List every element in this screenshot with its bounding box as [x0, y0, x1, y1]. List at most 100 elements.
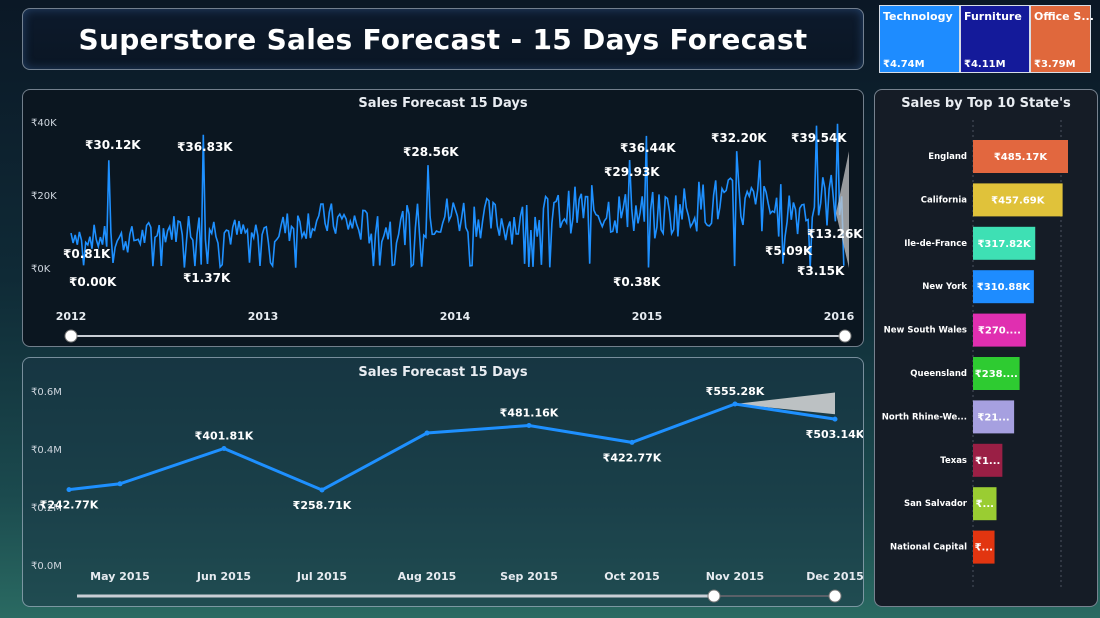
- data-label: ₹317.82K: [977, 239, 1032, 250]
- data-point[interactable]: [424, 430, 430, 436]
- series-line: [68, 402, 836, 492]
- x-tick-label: Jun 2015: [196, 570, 251, 583]
- tile-furniture[interactable]: Furniture ₹4.11M: [960, 5, 1030, 73]
- x-tick-label: 2016: [824, 310, 855, 323]
- monthly-sales-forecast-chart-panel: Sales Forecast 15 Days ₹0.0M ₹0.2M ₹0.4M ₹0…: [22, 357, 865, 607]
- tile-value: ₹4.74M: [883, 59, 925, 70]
- x-tick-label: 2013: [248, 310, 279, 323]
- data-label: ₹401.81K: [195, 429, 254, 442]
- bar[interactable]: [973, 183, 1063, 217]
- data-point[interactable]: [319, 487, 325, 493]
- top-states-chart-panel: Sales by Top 10 State's England ₹485.17K C…: [874, 89, 1098, 607]
- category-label: Queensland: [910, 369, 967, 379]
- y-tick-label: ₹0.0M: [31, 561, 62, 572]
- data-label: ₹28.56K: [403, 145, 459, 159]
- data-label: ₹...: [976, 499, 994, 510]
- page-title: Superstore Sales Forecast - 15 Days Fore…: [78, 22, 808, 56]
- x-tick-label: Aug 2015: [398, 570, 457, 583]
- x-tick-label: Sep 2015: [500, 570, 558, 583]
- data-label: ₹270....: [978, 326, 1021, 337]
- data-label: ₹21...: [977, 412, 1009, 423]
- data-label: ₹13.26K: [807, 227, 863, 241]
- chart-title: Sales Forecast 15 Days: [358, 365, 527, 380]
- category-label: Ile-de-France: [904, 239, 967, 249]
- category-label: San Salvador: [904, 499, 968, 509]
- category-label: New York: [922, 282, 967, 292]
- data-label: ₹1...: [975, 456, 1000, 467]
- bar[interactable]: [973, 313, 1026, 347]
- chart-title: Sales by Top 10 State's: [901, 96, 1071, 111]
- category-label: Texas: [940, 456, 967, 466]
- x-tick-label: 2012: [56, 310, 87, 323]
- x-tick-label: 2014: [440, 310, 471, 323]
- daily-sales-forecast-chart[interactable]: Sales Forecast 15 Days ₹0K ₹20K ₹40K 2012 20…: [23, 90, 863, 346]
- x-tick-label: 2015: [632, 310, 663, 323]
- data-label: ₹258.71K: [293, 499, 352, 512]
- data-label: ₹36.83K: [177, 140, 233, 154]
- bar[interactable]: [973, 400, 1015, 434]
- x-tick-label: Oct 2015: [604, 570, 660, 583]
- data-point[interactable]: [832, 416, 838, 422]
- range-slider-start-handle[interactable]: [64, 329, 78, 343]
- y-tick-label: ₹0.6M: [31, 387, 62, 398]
- tile-office-supplies[interactable]: Office S... ₹3.79M: [1030, 5, 1094, 73]
- bar[interactable]: [973, 140, 1068, 173]
- y-tick-label: ₹20K: [31, 191, 57, 202]
- top-states-bar-chart[interactable]: Sales by Top 10 State's England ₹485.17K C…: [875, 90, 1097, 606]
- data-label: ₹30.12K: [85, 138, 141, 152]
- tile-technology[interactable]: Technology ₹4.74M: [879, 5, 960, 73]
- forecast-band: [735, 392, 835, 415]
- bar[interactable]: [973, 443, 1003, 477]
- data-label: ₹...: [975, 543, 993, 554]
- data-label: ₹310.88K: [977, 282, 1032, 293]
- y-tick-label: ₹0.4M: [31, 445, 62, 456]
- data-label: ₹503.14K: [806, 428, 863, 441]
- data-label: ₹39.54K: [791, 131, 847, 145]
- tile-name: Furniture: [964, 10, 1022, 23]
- data-label: ₹0.00K: [69, 275, 117, 289]
- x-tick-label: May 2015: [90, 570, 150, 583]
- x-tick-label: Dec 2015: [806, 570, 863, 583]
- data-point[interactable]: [732, 401, 738, 407]
- x-tick-label: Jul 2015: [296, 570, 347, 583]
- data-label: ₹0.38K: [613, 275, 661, 289]
- range-slider-start-handle[interactable]: [707, 589, 721, 603]
- data-point[interactable]: [629, 439, 635, 445]
- data-label: ₹0.81K: [63, 247, 111, 261]
- category-label: North Rhine-We...: [882, 412, 967, 422]
- tile-name: Office S...: [1034, 10, 1094, 23]
- tile-value: ₹4.11M: [964, 59, 1006, 70]
- data-label: ₹238....: [975, 369, 1018, 380]
- bar[interactable]: [973, 487, 997, 521]
- bar[interactable]: [973, 226, 1036, 260]
- data-label: ₹457.69K: [991, 195, 1046, 206]
- y-tick-label: ₹0K: [31, 264, 51, 275]
- data-point[interactable]: [221, 445, 227, 451]
- data-label: ₹29.93K: [604, 165, 660, 179]
- forecast-band: [836, 151, 849, 268]
- data-point[interactable]: [117, 481, 123, 487]
- dashboard-title-banner: Superstore Sales Forecast - 15 Days Fore…: [22, 8, 864, 70]
- category-label: New South Wales: [884, 326, 967, 336]
- bar[interactable]: [973, 357, 1020, 390]
- data-label: ₹1.37K: [183, 271, 231, 285]
- bar[interactable]: [973, 270, 1034, 304]
- x-tick-label: Nov 2015: [706, 570, 764, 583]
- data-label: ₹3.15K: [797, 264, 845, 278]
- data-point[interactable]: [66, 487, 72, 493]
- data-label: ₹5.09K: [765, 244, 813, 258]
- data-label: ₹36.44K: [620, 141, 676, 155]
- data-label: ₹485.17K: [994, 152, 1049, 163]
- chart-title: Sales Forecast 15 Days: [358, 96, 527, 111]
- range-slider-end-handle[interactable]: [828, 589, 842, 603]
- data-label: ₹32.20K: [711, 131, 767, 145]
- category-label: National Capital: [890, 543, 967, 553]
- data-label: ₹481.16K: [500, 406, 559, 419]
- data-point[interactable]: [526, 422, 532, 428]
- tile-name: Technology: [883, 10, 953, 23]
- category-label: England: [928, 152, 967, 162]
- range-slider-end-handle[interactable]: [838, 329, 852, 343]
- daily-sales-forecast-chart-panel: Sales Forecast 15 Days ₹0K ₹20K ₹40K 2012 20…: [22, 89, 864, 347]
- monthly-sales-forecast-chart[interactable]: Sales Forecast 15 Days ₹0.0M ₹0.2M ₹0.4M ₹0…: [23, 358, 865, 606]
- bar[interactable]: [973, 530, 995, 564]
